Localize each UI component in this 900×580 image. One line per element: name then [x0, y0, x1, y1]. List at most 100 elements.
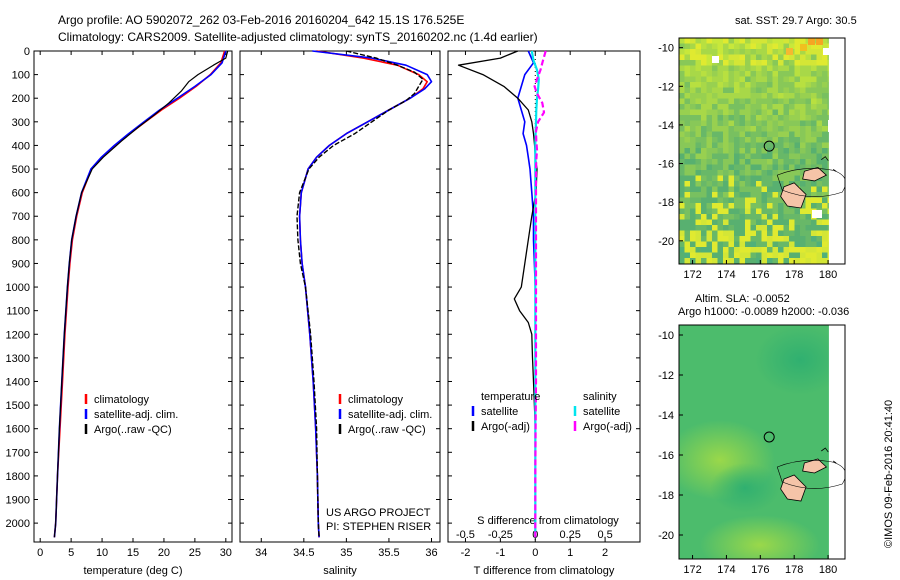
sst-cell	[690, 236, 696, 242]
sst-cell	[778, 164, 784, 171]
sst-cell	[739, 82, 746, 88]
sla-map-ytick-label: -18	[658, 490, 674, 502]
sst-map-xtick-label: 174	[717, 269, 735, 281]
sst-cell	[745, 236, 751, 242]
sst-cell	[767, 65, 773, 72]
sst-cell	[761, 192, 768, 198]
sst-cell	[772, 76, 779, 83]
sst-cell	[816, 43, 823, 50]
sst-cell	[761, 203, 768, 209]
sst-cell	[701, 252, 707, 259]
difference-xlabel: T difference from climatology	[474, 565, 615, 577]
sst-cell	[701, 131, 707, 138]
sst-cell	[717, 203, 724, 209]
sst-cell	[717, 181, 724, 187]
sst-cell	[712, 38, 718, 44]
sst-cell	[772, 115, 779, 121]
sst-cell	[778, 137, 784, 143]
sst-cell	[750, 109, 757, 116]
sst-cell	[811, 126, 817, 132]
sst-cell	[695, 164, 702, 171]
sst-cell	[800, 98, 806, 105]
sst-cell	[739, 104, 746, 110]
sst-cell	[712, 225, 718, 231]
sst-cell	[712, 104, 718, 110]
sst-cell	[783, 43, 790, 50]
sst-cell	[778, 197, 784, 204]
sst-cell	[778, 214, 784, 220]
sst-cell	[728, 142, 735, 149]
sst-cell	[767, 38, 773, 44]
sst-cell	[800, 49, 806, 55]
sst-cell	[734, 65, 740, 72]
sst-cell	[816, 247, 823, 253]
difference-s-tick-label: -0.5	[456, 529, 475, 541]
sst-cell	[679, 258, 685, 264]
sst-cell	[750, 54, 757, 61]
sst-cell	[761, 126, 768, 132]
sst-cell	[739, 43, 746, 50]
sst-cell	[750, 115, 757, 121]
sst-cell	[734, 236, 740, 242]
sst-cell	[783, 236, 790, 242]
sst-cell	[789, 82, 795, 88]
sst-cell	[684, 159, 691, 165]
sst-cell	[723, 131, 729, 138]
sst-cell	[690, 153, 696, 160]
sst-cell	[794, 214, 801, 220]
sst-cell	[772, 170, 779, 176]
sst-cell	[695, 192, 702, 198]
difference-legend-temperature-label: Argo(-adj)	[481, 421, 530, 433]
sst-cell	[701, 104, 707, 110]
sst-cell	[778, 252, 784, 259]
sst-cell	[717, 137, 724, 143]
sst-cell	[794, 65, 801, 72]
sst-cell	[822, 197, 828, 204]
sst-cell	[789, 87, 795, 94]
sst-cell	[822, 258, 828, 264]
difference-s-tick-label: 0.5	[597, 529, 612, 541]
sst-cell	[690, 60, 696, 66]
sst-cell	[761, 258, 768, 264]
sst-cell	[684, 175, 691, 182]
sst-cell	[684, 104, 691, 110]
temperature-ytick-label: 1900	[6, 495, 30, 507]
sst-cell	[734, 109, 740, 116]
sst-cell	[805, 104, 812, 110]
sst-cell	[679, 197, 685, 204]
sst-cell	[750, 38, 757, 44]
sst-cell	[761, 214, 768, 220]
sst-cell	[756, 82, 762, 88]
sst-cell	[728, 230, 735, 237]
sst-cell	[679, 98, 685, 105]
sst-cell	[695, 148, 702, 154]
sst-cell	[789, 230, 795, 237]
temperature-xtick-label: 30	[220, 547, 232, 559]
sst-cell	[712, 236, 718, 242]
sst-cell	[728, 137, 735, 143]
sst-cell	[723, 115, 729, 121]
sst-cell	[712, 208, 718, 215]
sst-cell	[706, 159, 713, 165]
sst-cell	[761, 87, 768, 94]
sst-cell	[805, 164, 812, 171]
sst-cell	[822, 54, 828, 61]
sst-cell	[778, 115, 784, 121]
sst-cell	[805, 148, 812, 154]
sst-cell	[800, 38, 806, 44]
sst-cell	[723, 38, 729, 44]
sst-map-ytick-label: -12	[658, 81, 674, 93]
sst-cell	[800, 60, 806, 66]
sst-cell	[805, 98, 812, 105]
sst-cell	[679, 54, 685, 61]
difference-xtick-label: 0	[532, 547, 538, 559]
sst-cell	[772, 153, 779, 160]
sst-cell	[728, 203, 735, 209]
sst-cell	[816, 120, 823, 127]
sst-cell	[767, 186, 773, 193]
sst-cell	[794, 230, 801, 237]
sst-cell	[706, 131, 713, 138]
sst-cell	[734, 197, 740, 204]
sst-cell	[734, 186, 740, 193]
sst-cell	[750, 175, 757, 182]
